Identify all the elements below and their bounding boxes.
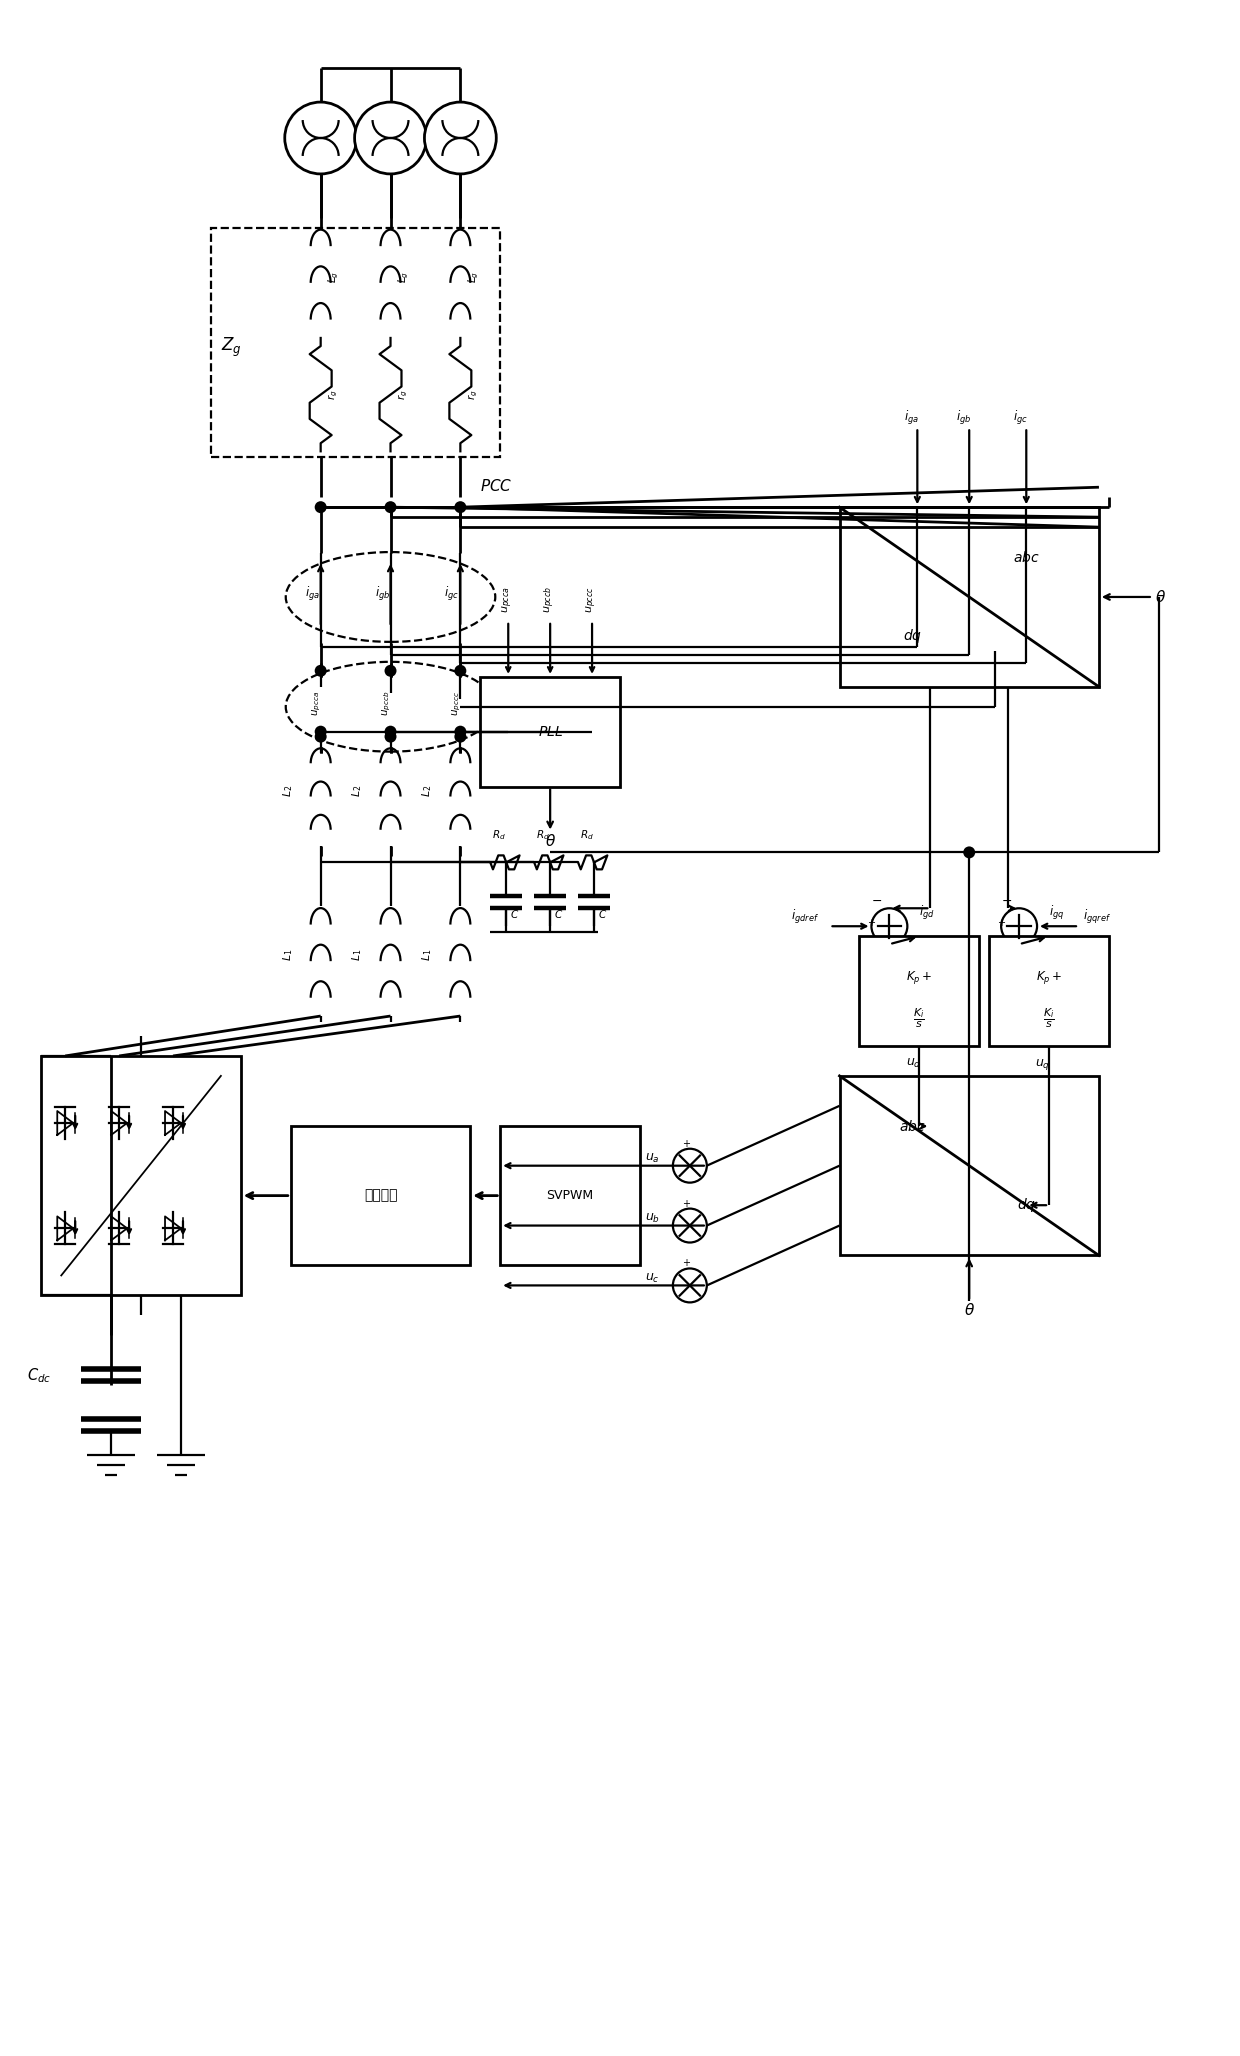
- Text: $i_{gd}$: $i_{gd}$: [919, 905, 935, 923]
- Text: $L_1$: $L_1$: [280, 950, 295, 962]
- Text: $K_p+$: $K_p+$: [906, 970, 932, 987]
- Bar: [990, 935, 1109, 1047]
- Text: $abc$: $abc$: [899, 1118, 925, 1133]
- Circle shape: [454, 730, 466, 742]
- Bar: [290, 1127, 470, 1264]
- Text: $dq$: $dq$: [903, 627, 921, 646]
- Bar: [839, 508, 1099, 687]
- Bar: [500, 1127, 640, 1264]
- Text: $C$: $C$: [554, 909, 563, 921]
- Circle shape: [673, 1269, 707, 1301]
- Text: $L_1$: $L_1$: [351, 950, 365, 962]
- Circle shape: [454, 664, 466, 676]
- Text: $dq$: $dq$: [1017, 1197, 1035, 1215]
- Text: $+$: $+$: [868, 917, 877, 927]
- Text: $u_a$: $u_a$: [645, 1151, 660, 1166]
- Circle shape: [963, 847, 975, 859]
- Circle shape: [454, 502, 466, 514]
- Text: $Z_g$: $Z_g$: [221, 335, 242, 360]
- Text: $\theta$: $\theta$: [544, 833, 556, 849]
- Text: $L_g$: $L_g$: [326, 271, 341, 284]
- Text: $abc$: $abc$: [1013, 549, 1039, 565]
- Text: $+$: $+$: [682, 1258, 692, 1269]
- Text: $u_{pcca}$: $u_{pcca}$: [501, 586, 516, 613]
- Text: 驱动电路: 驱动电路: [363, 1188, 397, 1203]
- Circle shape: [673, 1149, 707, 1182]
- Text: $u_b$: $u_b$: [645, 1211, 660, 1225]
- Text: $PCC$: $PCC$: [480, 479, 513, 493]
- Bar: [480, 676, 620, 787]
- Circle shape: [673, 1209, 707, 1242]
- Text: $C_{dc}$: $C_{dc}$: [27, 1365, 52, 1384]
- Text: $i_{gdref}$: $i_{gdref}$: [791, 909, 820, 927]
- Circle shape: [384, 726, 397, 738]
- Text: $i_{ga}$: $i_{ga}$: [305, 586, 320, 602]
- Text: $u_{pccc}$: $u_{pccc}$: [450, 691, 463, 715]
- Circle shape: [872, 909, 908, 944]
- Ellipse shape: [285, 553, 495, 641]
- Bar: [839, 1075, 1099, 1256]
- Circle shape: [285, 103, 357, 175]
- Circle shape: [1001, 909, 1037, 944]
- Text: $i_{gb}$: $i_{gb}$: [374, 586, 389, 602]
- Text: $-$: $-$: [1001, 894, 1012, 907]
- Text: $PLL$: $PLL$: [538, 724, 563, 738]
- Text: $r_g$: $r_g$: [466, 389, 480, 401]
- Text: $+$: $+$: [997, 917, 1006, 927]
- Circle shape: [315, 726, 326, 738]
- Circle shape: [454, 726, 466, 738]
- Text: $C$: $C$: [510, 909, 520, 921]
- Text: $\theta$: $\theta$: [963, 1301, 975, 1318]
- Text: $L_2$: $L_2$: [280, 783, 295, 798]
- Text: $i_{ga}$: $i_{ga}$: [904, 409, 919, 428]
- Text: $u_c$: $u_c$: [645, 1271, 660, 1285]
- Circle shape: [315, 502, 326, 514]
- Text: $i_{gqref}$: $i_{gqref}$: [1083, 909, 1111, 927]
- Text: $\dfrac{K_i}{s}$: $\dfrac{K_i}{s}$: [1043, 1007, 1055, 1030]
- Text: $r_g$: $r_g$: [397, 389, 410, 401]
- Text: $L_g$: $L_g$: [397, 271, 410, 284]
- Text: $u_q$: $u_q$: [1035, 1057, 1050, 1071]
- Ellipse shape: [285, 662, 495, 752]
- Text: $u_{pccb}$: $u_{pccb}$: [381, 691, 393, 715]
- Bar: [41, 1057, 241, 1295]
- Bar: [211, 228, 500, 456]
- Text: $R_d$: $R_d$: [536, 829, 551, 843]
- Text: $u_{pccc}$: $u_{pccc}$: [585, 586, 599, 613]
- Text: $R_d$: $R_d$: [492, 829, 506, 843]
- Text: $+$: $+$: [682, 1137, 692, 1149]
- Circle shape: [384, 502, 397, 514]
- Text: $u_{pcca}$: $u_{pcca}$: [311, 691, 324, 715]
- Text: $K_p+$: $K_p+$: [1035, 970, 1063, 987]
- Text: $L_g$: $L_g$: [466, 271, 481, 284]
- Text: $L_2$: $L_2$: [351, 783, 365, 798]
- Circle shape: [384, 730, 397, 742]
- Text: $\dfrac{K_i}{s}$: $\dfrac{K_i}{s}$: [914, 1007, 925, 1030]
- Text: $L_2$: $L_2$: [420, 783, 434, 798]
- Circle shape: [315, 664, 326, 676]
- Text: $i_{gc}$: $i_{gc}$: [444, 586, 459, 602]
- Text: $i_{gb}$: $i_{gb}$: [956, 409, 971, 428]
- Text: SVPWM: SVPWM: [547, 1188, 594, 1203]
- Text: $+$: $+$: [682, 1197, 692, 1209]
- Text: $u_d$: $u_d$: [905, 1057, 921, 1069]
- Text: $\theta$: $\theta$: [1154, 588, 1166, 604]
- Text: $R_d$: $R_d$: [580, 829, 594, 843]
- Text: $i_{gq}$: $i_{gq}$: [1049, 905, 1064, 923]
- Bar: [859, 935, 980, 1047]
- Circle shape: [424, 103, 496, 175]
- Circle shape: [355, 103, 427, 175]
- Circle shape: [315, 730, 326, 742]
- Text: $C$: $C$: [598, 909, 608, 921]
- Text: $-$: $-$: [870, 894, 882, 907]
- Text: $u_{pccb}$: $u_{pccb}$: [543, 586, 557, 613]
- Text: $L_1$: $L_1$: [420, 950, 434, 962]
- Text: $i_{gc}$: $i_{gc}$: [1013, 409, 1028, 428]
- Text: $r_g$: $r_g$: [326, 389, 340, 401]
- Circle shape: [384, 664, 397, 676]
